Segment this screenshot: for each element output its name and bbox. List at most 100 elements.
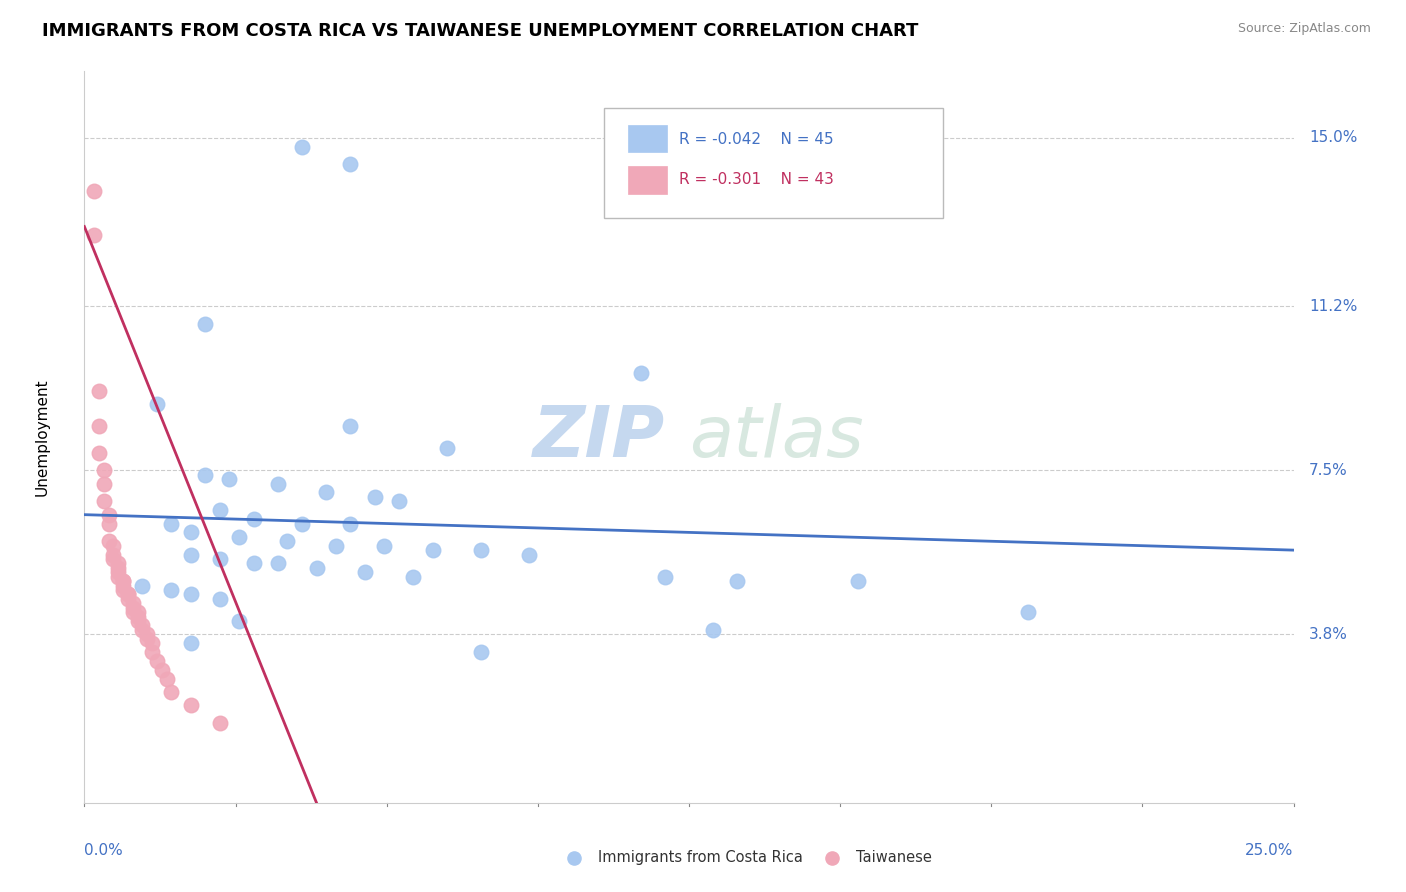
FancyBboxPatch shape (628, 125, 668, 152)
Point (141, 636, 163, 650)
Point (117, 587, 139, 601)
Point (517, 548, 540, 562)
Point (112, 574, 135, 589)
Point (103, 539, 125, 553)
Point (228, 530, 250, 544)
Point (93, 494, 115, 508)
Point (107, 570, 129, 584)
Point (150, 663, 173, 677)
Point (194, 467, 217, 482)
Point (242, 512, 264, 526)
Point (180, 548, 202, 562)
Point (87, 419, 110, 434)
Point (136, 632, 159, 646)
Point (276, 534, 298, 549)
Point (107, 566, 129, 580)
Point (83, 228, 105, 243)
Point (127, 609, 149, 624)
Point (180, 525, 202, 540)
Point (112, 578, 135, 592)
Point (146, 397, 169, 411)
Point (131, 623, 153, 637)
Point (208, 503, 231, 517)
Point (146, 654, 169, 668)
Text: 11.2%: 11.2% (1309, 299, 1358, 314)
Point (422, 543, 444, 558)
Point (155, 672, 177, 686)
Point (291, 516, 314, 531)
Text: Source: ZipAtlas.com: Source: ZipAtlas.com (1237, 22, 1371, 36)
Point (112, 582, 135, 597)
Point (103, 552, 125, 566)
FancyBboxPatch shape (628, 167, 668, 194)
Point (121, 600, 143, 615)
Text: 0.0%: 0.0% (84, 843, 124, 858)
Point (373, 539, 395, 553)
Point (127, 614, 149, 628)
Point (180, 636, 202, 650)
Point (121, 605, 143, 619)
FancyBboxPatch shape (605, 108, 943, 218)
Point (402, 570, 425, 584)
Point (305, 561, 328, 575)
Point (267, 557, 290, 571)
Point (131, 618, 153, 632)
Point (242, 557, 264, 571)
Text: R = -0.301    N = 43: R = -0.301 N = 43 (679, 172, 834, 187)
Point (339, 516, 361, 531)
Point (228, 614, 250, 628)
Point (131, 578, 153, 592)
Point (83, 184, 105, 198)
Point (107, 557, 129, 571)
Point (127, 605, 149, 619)
Point (725, 574, 748, 589)
Text: Immigrants from Costa Rica: Immigrants from Costa Rica (599, 850, 803, 865)
Point (339, 419, 361, 434)
Point (291, 139, 314, 153)
Text: 25.0%: 25.0% (1246, 843, 1294, 858)
Point (160, 516, 183, 531)
Point (93, 463, 115, 477)
Point (121, 596, 143, 610)
Point (87, 384, 110, 398)
Point (194, 317, 217, 331)
Point (470, 543, 492, 558)
Point (141, 645, 163, 659)
Point (208, 552, 231, 566)
Point (1017, 605, 1039, 619)
Point (339, 157, 361, 171)
Point (846, 574, 869, 589)
Text: Taiwanese: Taiwanese (856, 850, 932, 865)
Point (436, 441, 458, 455)
Text: atlas: atlas (689, 402, 863, 472)
Text: Unemployment: Unemployment (35, 378, 49, 496)
Point (363, 490, 385, 504)
Text: R = -0.042    N = 45: R = -0.042 N = 45 (679, 132, 834, 147)
Point (180, 587, 202, 601)
Point (97, 534, 120, 549)
Point (325, 539, 347, 553)
Point (87, 445, 110, 459)
Point (112, 574, 135, 589)
Point (354, 566, 377, 580)
Text: ZIP: ZIP (533, 402, 665, 472)
Text: IMMIGRANTS FROM COSTA RICA VS TAIWANESE UNEMPLOYMENT CORRELATION CHART: IMMIGRANTS FROM COSTA RICA VS TAIWANESE … (42, 22, 918, 40)
Point (180, 698, 202, 713)
Point (93, 476, 115, 491)
Text: 3.8%: 3.8% (1309, 627, 1348, 642)
Point (117, 587, 139, 601)
Point (97, 516, 120, 531)
Text: 7.5%: 7.5% (1309, 463, 1348, 478)
Point (136, 627, 159, 641)
Text: 15.0%: 15.0% (1309, 130, 1358, 145)
Point (388, 494, 411, 508)
Point (267, 476, 290, 491)
Point (654, 570, 676, 584)
Point (470, 645, 492, 659)
Point (218, 472, 240, 486)
Point (103, 548, 125, 562)
Point (630, 366, 652, 380)
Point (208, 716, 231, 731)
Point (315, 485, 337, 500)
Point (97, 508, 120, 522)
